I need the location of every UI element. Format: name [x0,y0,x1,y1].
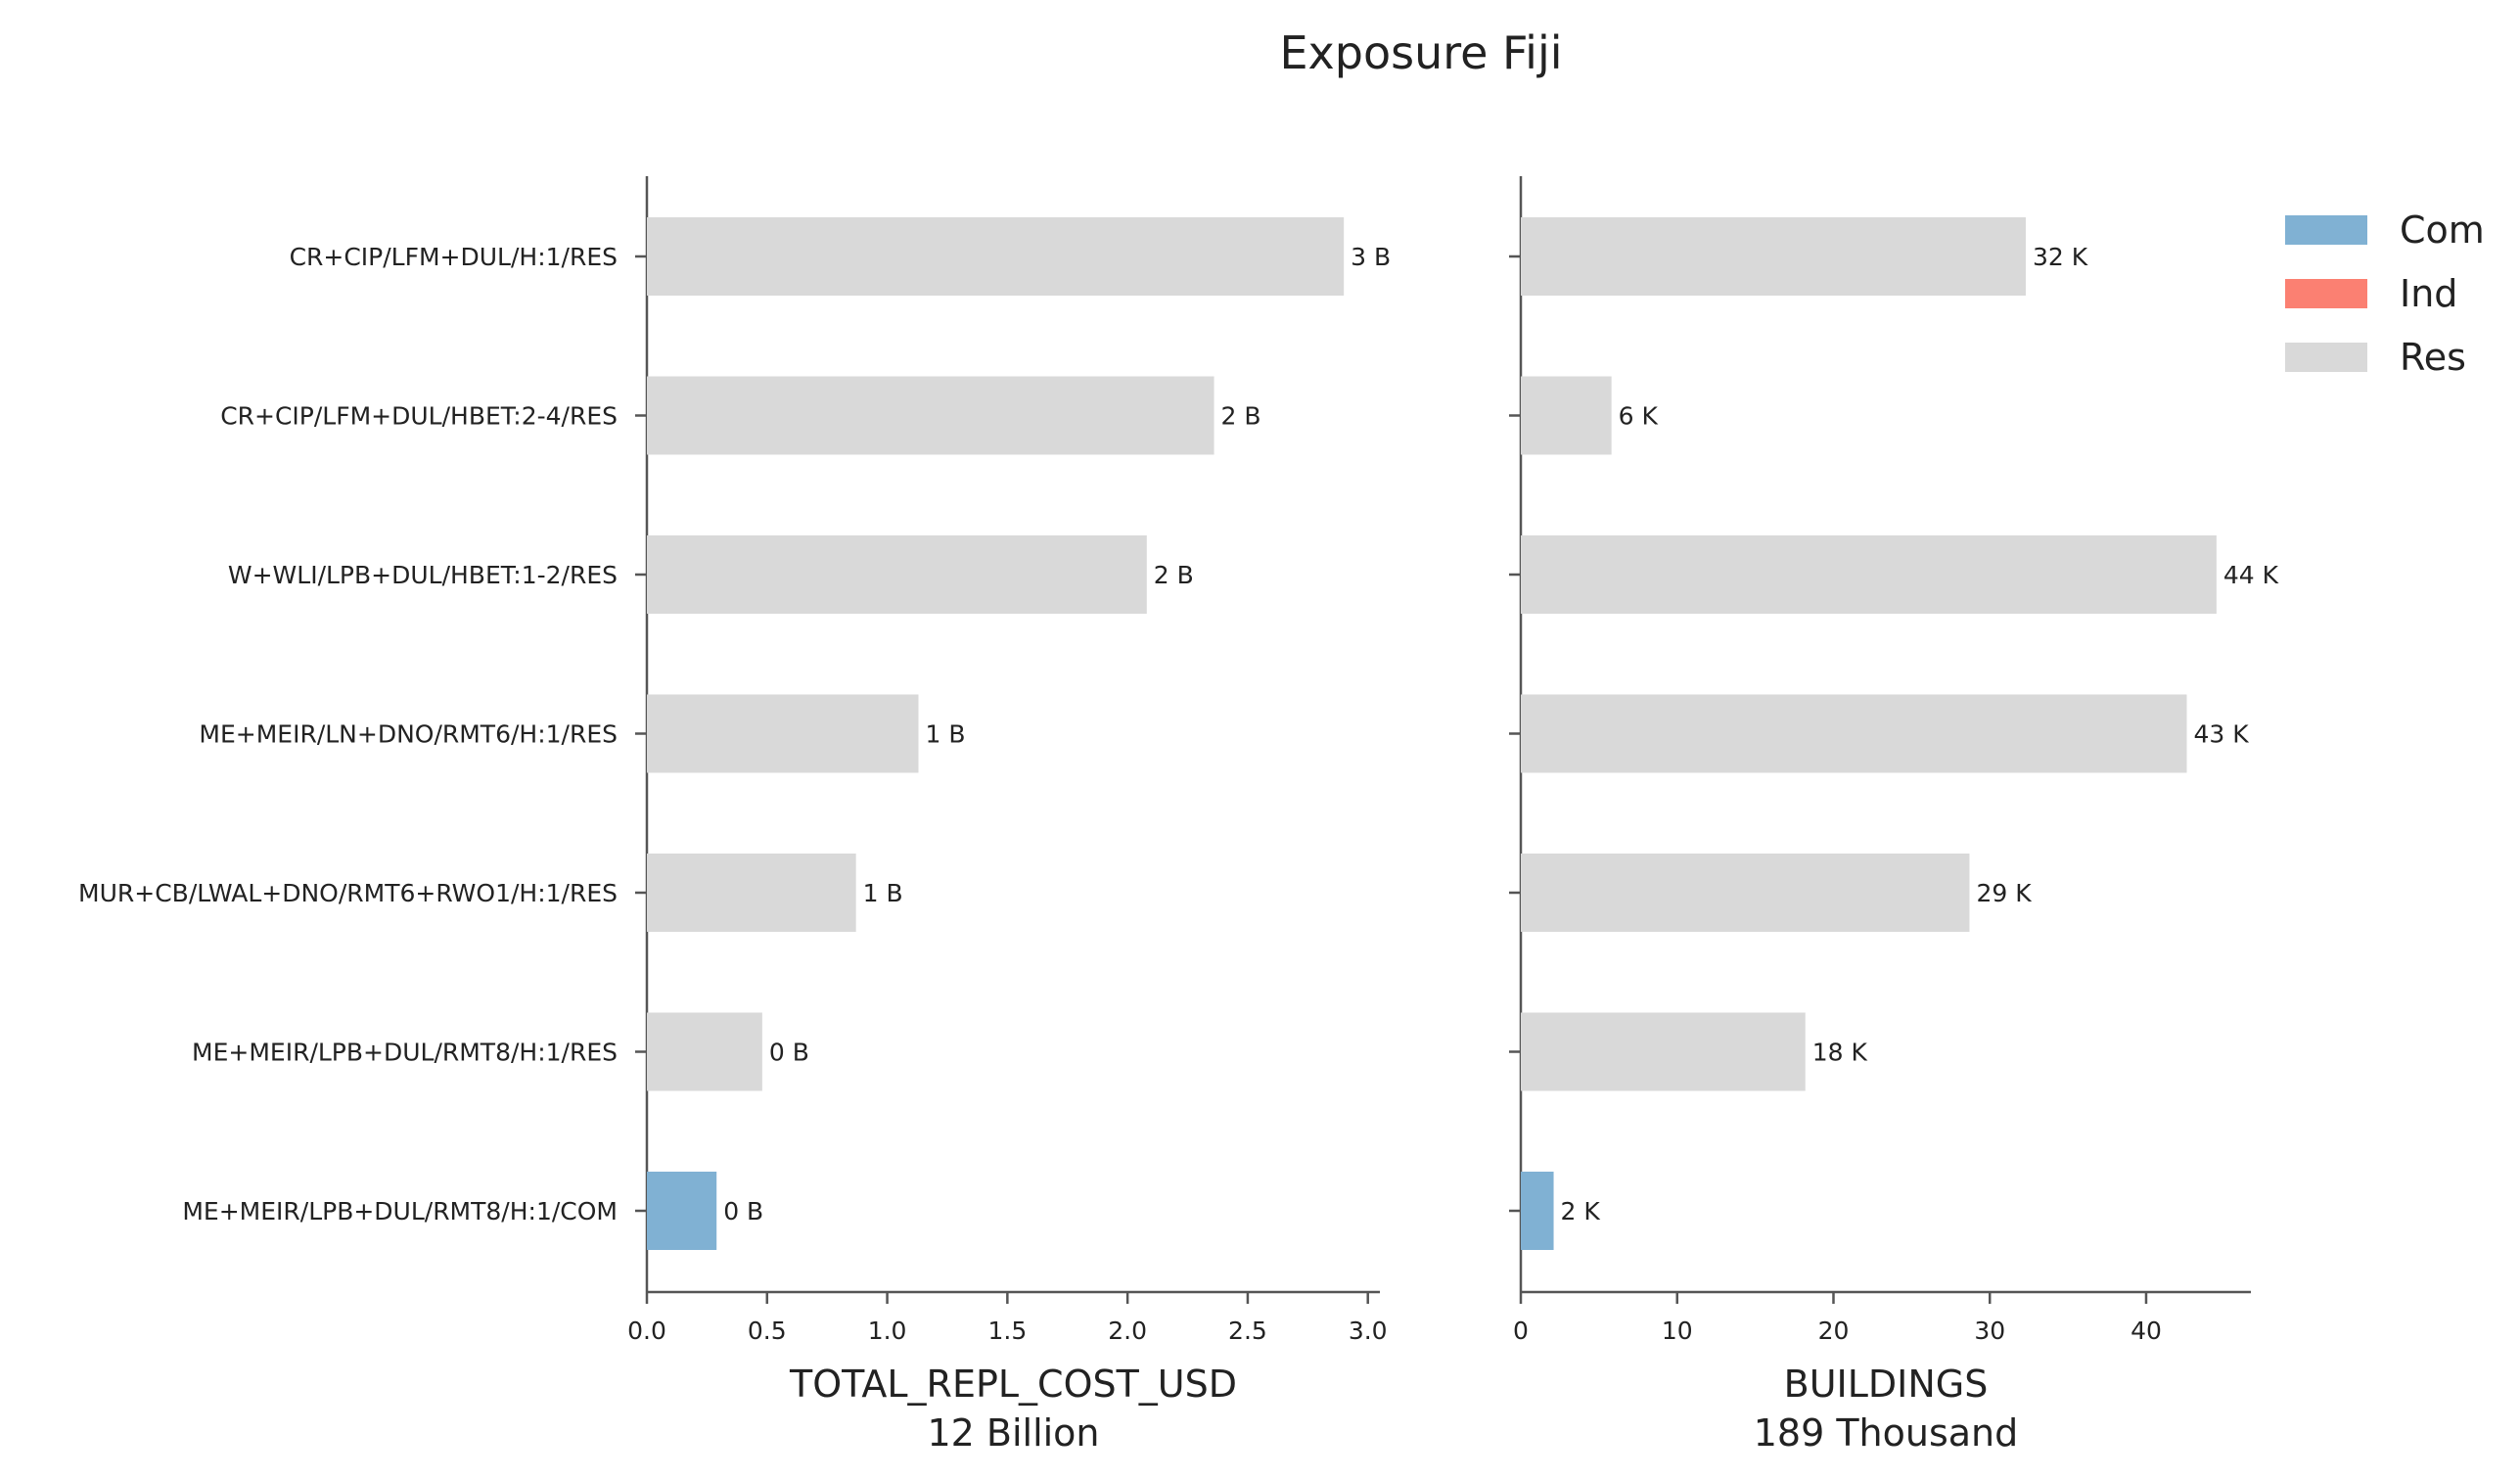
category-label: CR+CIP/LFM+DUL/HBET:2-4/RES [220,402,618,431]
bar-res [647,535,1147,614]
x-tick-label: 10 [1662,1317,1693,1345]
bar-com [1521,1172,1554,1250]
data-label: 44 K [2223,561,2279,589]
bar-res [1521,854,1970,932]
x-tick-label: 0.5 [748,1317,787,1345]
x-tick-label: 2.0 [1108,1317,1147,1345]
legend-label-ind: Ind [2400,272,2457,315]
data-label: 29 K [1976,879,2032,907]
legend-swatch-res [2285,343,2367,372]
data-label: 6 K [1619,402,1659,431]
panel-1: 3 B CR+CIP/LFM+DUL/H:1/RES 2 B CR+CIP/LFM+D… [78,176,1391,1455]
x-tick-label: 3.0 [1349,1317,1388,1345]
x-axis-label: TOTAL_REPL_COST_USD [789,1363,1237,1406]
chart-title: Exposure Fiji [1279,26,1562,79]
legend: Com Ind Res [2285,208,2485,379]
x-tick-label: 1.5 [987,1317,1027,1345]
x-tick-label: 0 [1513,1317,1529,1345]
x-tick-label: 30 [1974,1317,2005,1345]
category-label: W+WLI/LPB+DUL/HBET:1-2/RES [228,561,618,589]
x-axis-label: BUILDINGS [1784,1363,1989,1406]
data-label: 3 B [1351,243,1391,271]
bar-res [1521,535,2217,614]
bar-res [647,376,1214,455]
x-tick-label: 2.5 [1228,1317,1267,1345]
legend-label-res: Res [2400,336,2466,379]
bar-res [1521,1012,1806,1091]
data-label: 0 B [723,1197,763,1225]
legend-swatch-ind [2285,279,2367,308]
category-label: MUR+CB/LWAL+DNO/RMT6+RWO1/H:1/RES [78,879,618,907]
data-label: 1 B [863,879,903,907]
bar-res [647,854,856,932]
data-label: 43 K [2194,720,2250,749]
bar-res [647,1012,762,1091]
x-tick-label: 1.0 [868,1317,907,1345]
x-tick-label: 40 [2131,1317,2162,1345]
data-label: 2 B [1221,402,1261,431]
category-label: ME+MEIR/LN+DNO/RMT6/H:1/RES [199,720,618,749]
x-tick-label: 0.0 [627,1317,666,1345]
x-tick-label: 20 [1818,1317,1850,1345]
data-label: 2 K [1561,1197,1601,1225]
bar-res [647,217,1345,296]
bar-res [1521,217,2026,296]
panel-2: 32 K 6 K 44 K 43 K 29 K 18 K 2 K 0 10 20 30 40 BUILD… [1509,176,2279,1455]
bar-com [647,1172,717,1250]
data-label: 1 B [925,720,965,749]
category-label: CR+CIP/LFM+DUL/H:1/RES [290,243,618,271]
data-label: 0 B [769,1039,809,1067]
bar-res [1521,694,2187,773]
data-label: 32 K [2033,243,2088,271]
bar-res [1521,376,1612,455]
category-label: ME+MEIR/LPB+DUL/RMT8/H:1/RES [192,1039,618,1067]
category-label: ME+MEIR/LPB+DUL/RMT8/H:1/COM [182,1197,618,1225]
bar-res [647,694,919,773]
legend-swatch-com [2285,215,2367,245]
x-axis-sublabel: 12 Billion [927,1411,1099,1455]
legend-label-com: Com [2400,208,2485,252]
x-axis-sublabel: 189 Thousand [1754,1411,2019,1455]
data-label: 18 K [1812,1039,1868,1067]
data-label: 2 B [1154,561,1194,589]
